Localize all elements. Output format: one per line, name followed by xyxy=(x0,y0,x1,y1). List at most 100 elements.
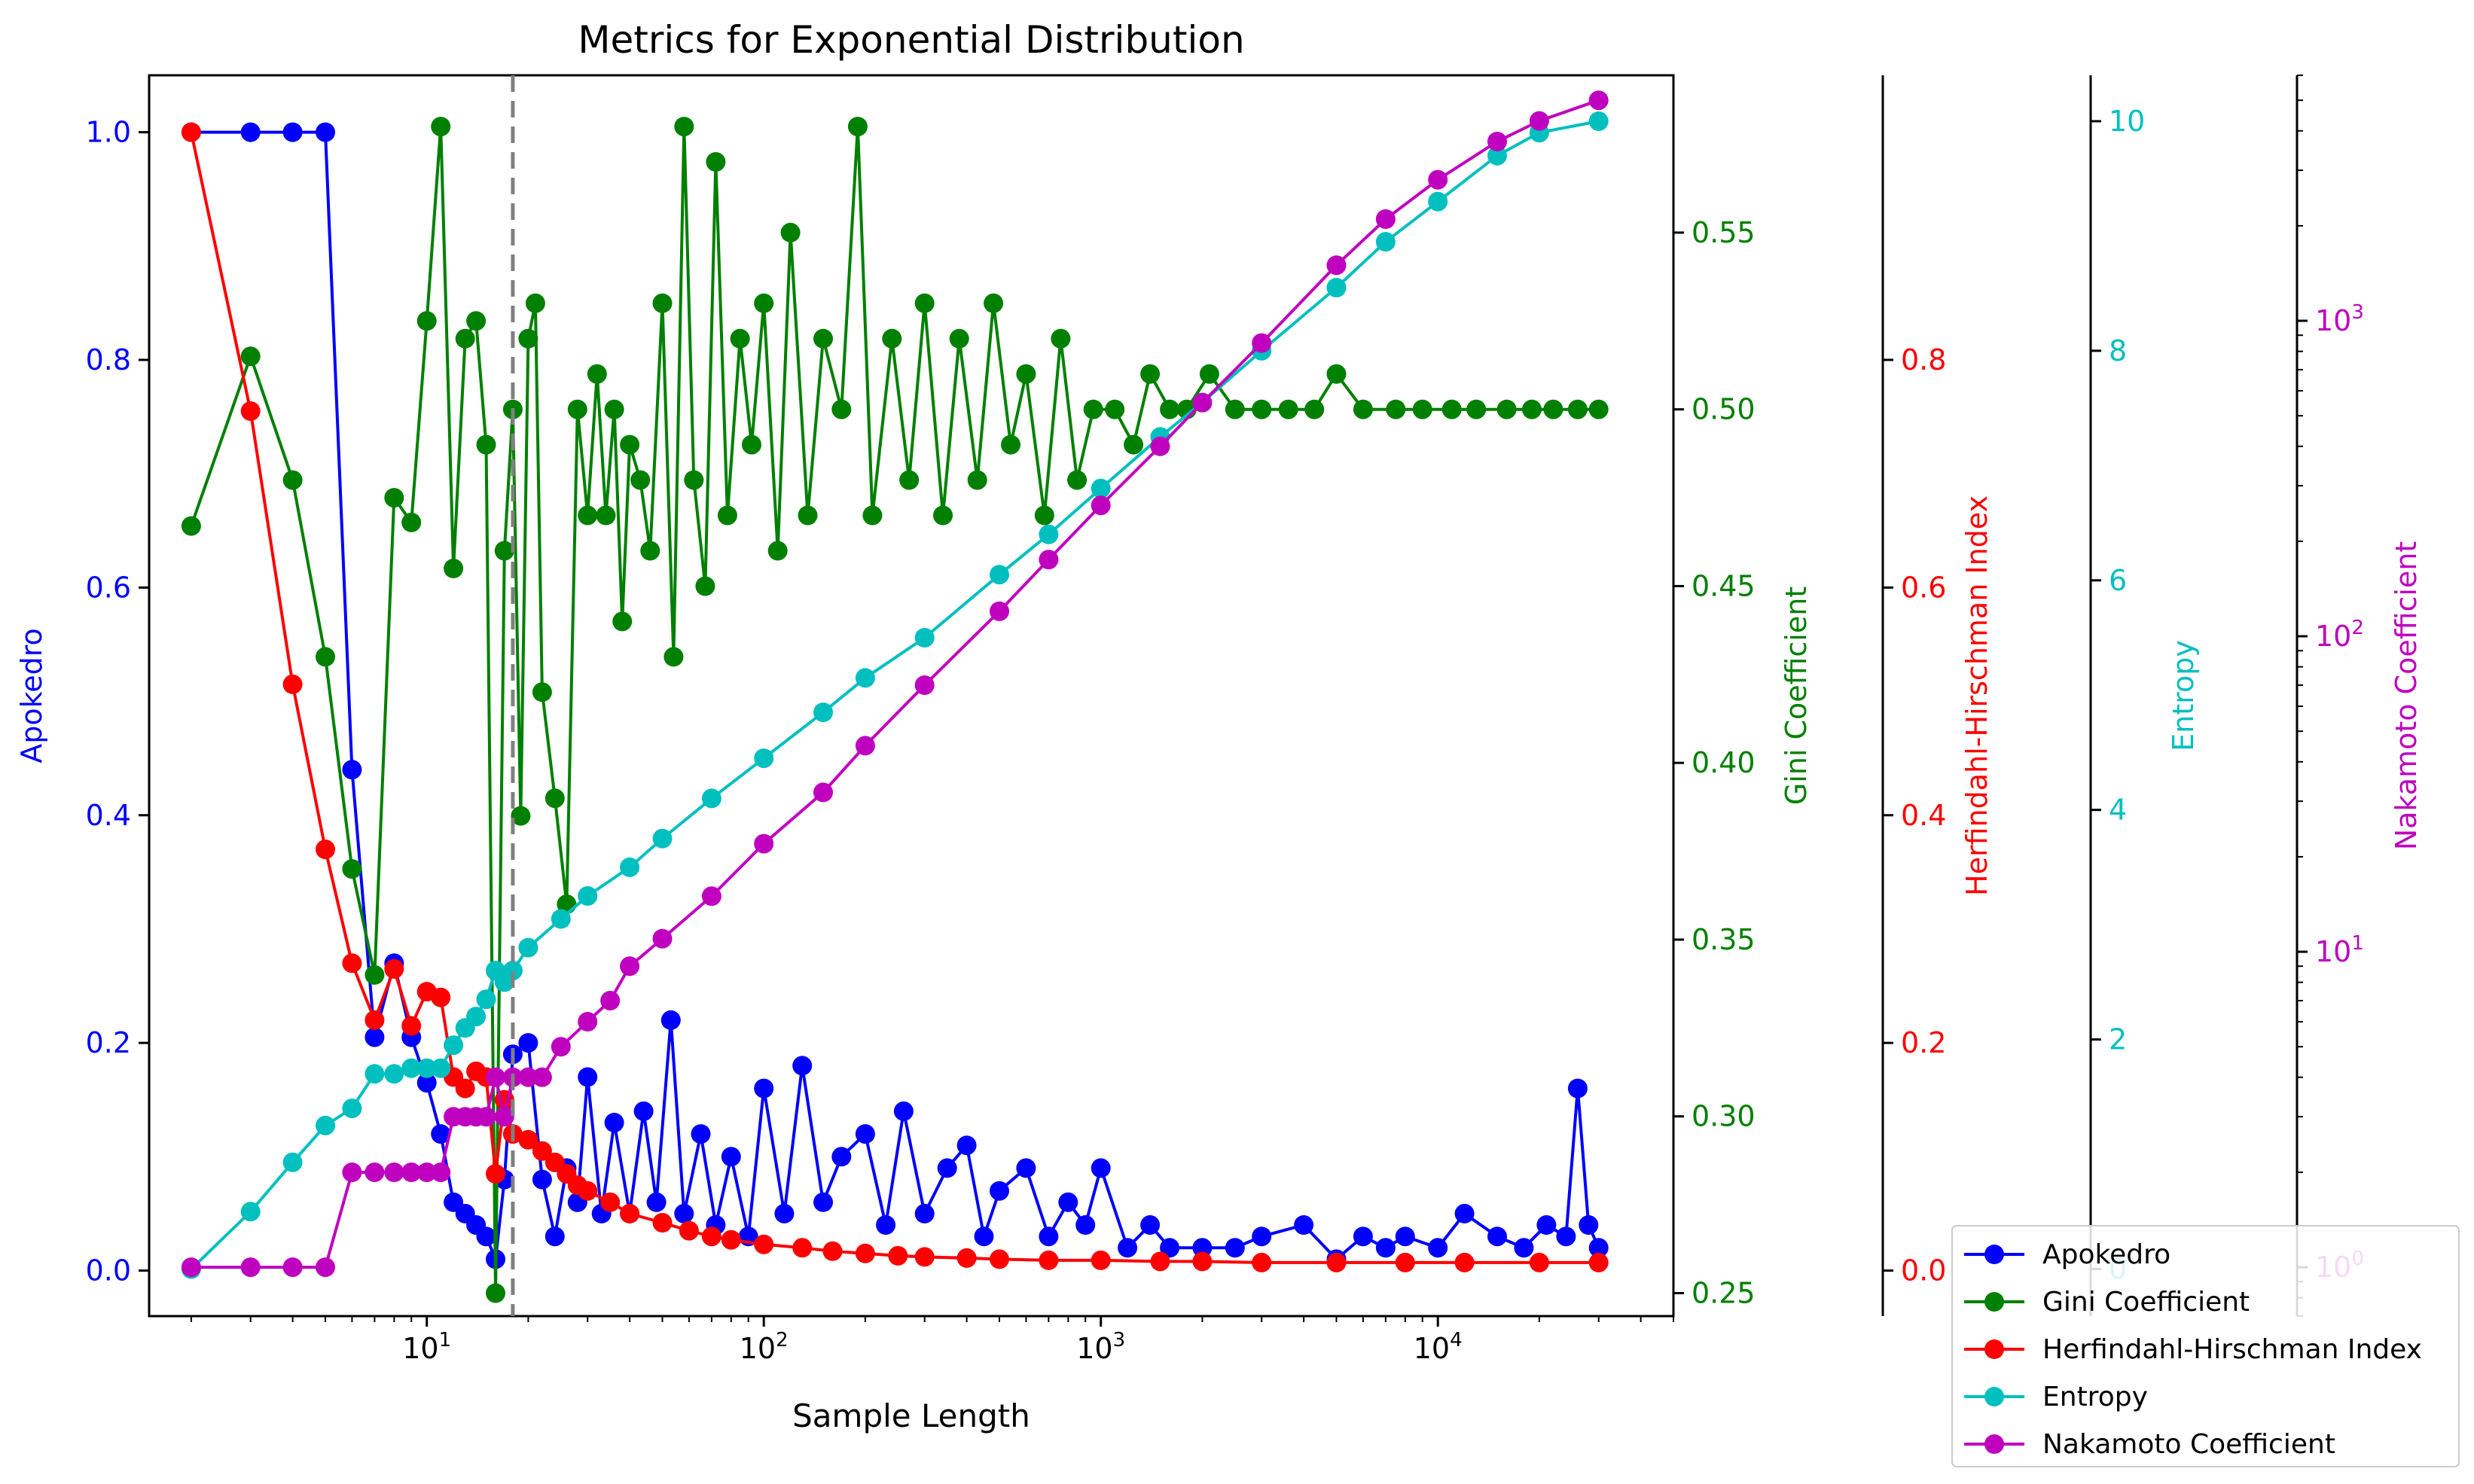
gini-coefficient-point xyxy=(1051,328,1071,349)
nakamoto-coefficient-point xyxy=(1326,255,1347,276)
nakamoto-coefficient-point xyxy=(416,1163,437,1182)
hhi-tick-label: 0.2 xyxy=(1901,1026,1946,1059)
apokedro-point xyxy=(1016,1158,1036,1178)
nakamoto-coefficient-point xyxy=(1428,169,1448,190)
gini-coefficient-point xyxy=(933,505,953,526)
gini-coefficient-point xyxy=(899,470,920,490)
legend-marker-gini-coefficient xyxy=(1984,1292,2004,1312)
gini-coefficient-point xyxy=(798,505,818,526)
nakamoto-coefficient-point xyxy=(652,928,673,949)
nakamoto-coefficient-point xyxy=(532,1067,552,1087)
gini-coefficient-point xyxy=(1522,399,1542,419)
legend-label-entropy: Entropy xyxy=(2042,1382,2148,1412)
nakamoto-coefficient-point xyxy=(914,675,935,695)
legend-marker-herfindahl-hirschman-index xyxy=(1984,1339,2004,1359)
herfindahl-hirschman-index-point xyxy=(518,1129,538,1150)
nakamoto-coefficient-point xyxy=(365,1163,385,1182)
gini-coefficient-point xyxy=(640,541,660,561)
hhi-axis-label: Herfindahl-Hirschman Index xyxy=(1960,495,1994,896)
x-tick-label: 103 xyxy=(1076,1329,1125,1365)
gini-coefficient-point xyxy=(365,964,385,985)
apokedro-point xyxy=(578,1067,598,1087)
legend-marker-entropy xyxy=(1984,1387,2004,1406)
x-tick-label: 104 xyxy=(1414,1329,1463,1365)
apokedro-point xyxy=(831,1147,852,1167)
gini-coefficient-point xyxy=(444,559,464,578)
entropy-point xyxy=(518,937,538,958)
apokedro-point xyxy=(1091,1158,1111,1178)
gini-coefficient-point xyxy=(431,117,451,137)
nakamoto-coefficient-point xyxy=(494,1107,514,1127)
apokedro-point xyxy=(545,1227,565,1247)
apokedro-point xyxy=(532,1169,552,1190)
herfindahl-hirschman-index-point xyxy=(600,1192,621,1212)
gini-coefficient-point xyxy=(316,647,335,667)
herfindahl-hirschman-index-point xyxy=(822,1241,843,1261)
herfindahl-hirschman-index-point xyxy=(1588,1252,1609,1272)
apokedro-point xyxy=(604,1113,624,1132)
gini-coefficient-point xyxy=(545,788,565,809)
nakamoto-coefficient-point xyxy=(754,833,774,854)
gini-axis-label: Gini Coefficient xyxy=(1780,587,1813,805)
gini-coefficient-point xyxy=(1124,434,1144,455)
apokedro-point xyxy=(974,1227,994,1247)
gini-coefficient-point xyxy=(1496,399,1517,419)
gini-coefficient-point xyxy=(282,470,303,490)
gini-coefficient-point xyxy=(342,859,362,879)
gini-coefficient-point xyxy=(1140,364,1161,384)
nakamoto-coefficient-point xyxy=(181,1257,201,1278)
apokedro-point xyxy=(1140,1215,1161,1235)
nakamoto-coefficient-point xyxy=(620,956,640,977)
gini-coefficient-point xyxy=(630,470,651,490)
entropy-point xyxy=(578,886,598,906)
entropy-point xyxy=(1375,232,1396,252)
entropy-tick-label: 8 xyxy=(2109,334,2127,367)
gini-coefficient-point xyxy=(1160,399,1180,419)
gini-coefficient-point xyxy=(862,505,883,526)
entropy-point xyxy=(416,1058,437,1078)
apokedro-point xyxy=(1395,1227,1415,1247)
nakamoto-tick-label: 103 xyxy=(2315,301,2364,337)
entropy-point xyxy=(502,961,523,981)
gini-coefficient-point xyxy=(384,488,404,508)
entropy-point xyxy=(914,628,935,648)
gini-coefficient-point xyxy=(706,152,726,172)
herfindahl-hirschman-index-point xyxy=(578,1181,598,1201)
entropy-point xyxy=(476,989,496,1010)
gini-coefficient-point xyxy=(494,541,514,561)
apokedro-point xyxy=(674,1203,694,1223)
apokedro-point xyxy=(1039,1227,1059,1247)
gini-coefficient-point xyxy=(1567,399,1588,419)
herfindahl-hirschman-index-point xyxy=(316,840,335,860)
herfindahl-hirschman-index-point xyxy=(1454,1252,1475,1272)
gini-coefficient-point xyxy=(466,311,487,331)
herfindahl-hirschman-index-point xyxy=(1326,1252,1347,1272)
gini-coefficient-point xyxy=(967,470,987,490)
gini-coefficient-point xyxy=(486,1283,505,1303)
apokedro-point xyxy=(1579,1215,1599,1235)
apokedro-point xyxy=(1454,1203,1475,1223)
gini-coefficient-point xyxy=(181,516,201,536)
chart-title: Metrics for Exponential Distribution xyxy=(578,18,1244,62)
gini-coefficient-point xyxy=(620,434,640,455)
apokedro-point xyxy=(1252,1227,1272,1247)
entropy-point xyxy=(1039,524,1059,544)
gini-coefficient-point xyxy=(587,364,607,384)
entropy-point xyxy=(1326,278,1347,297)
gini-coefficient-point xyxy=(1001,434,1020,455)
herfindahl-hirschman-index-point xyxy=(956,1248,977,1268)
apokedro-tick-label: 0.2 xyxy=(86,1026,131,1059)
gini-coefficient-point xyxy=(240,346,261,367)
gini-coefficient-point xyxy=(596,505,616,526)
apokedro-tick-label: 0.6 xyxy=(86,571,131,604)
herfindahl-hirschman-index-point xyxy=(365,1010,385,1030)
herfindahl-hirschman-index-point xyxy=(652,1213,673,1233)
hhi-tick-label: 0.0 xyxy=(1901,1254,1946,1287)
entropy-point xyxy=(1091,478,1111,498)
gini-coefficient-point xyxy=(1386,399,1406,419)
herfindahl-hirschman-index-point xyxy=(990,1249,1009,1269)
gini-coefficient-point xyxy=(532,682,552,702)
nakamoto-axis-label: Nakamoto Coefficient xyxy=(2390,541,2423,851)
gini-coefficient-point xyxy=(847,117,868,137)
apokedro-point xyxy=(754,1078,774,1099)
